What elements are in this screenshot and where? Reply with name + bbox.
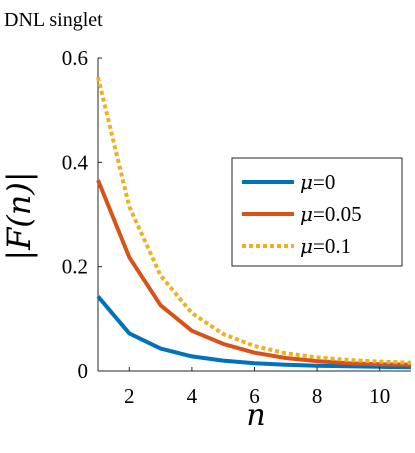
x-tick-label: 8 — [312, 384, 323, 408]
legend: μ=0 μ=0.05 μ=0.1 — [231, 157, 403, 267]
y-tick-label: 0.4 — [62, 150, 89, 174]
legend-label: μ=0.05 — [300, 202, 362, 226]
legend-label: μ=0.1 — [300, 234, 351, 258]
legend-label: μ=0 — [300, 170, 335, 194]
x-tick-label: 10 — [369, 384, 390, 408]
series-line-2 — [96, 179, 412, 367]
y-tick-label: 0 — [78, 359, 89, 383]
series-line-1 — [96, 295, 412, 370]
plot-area — [96, 58, 412, 372]
x-tick-label: 6 — [249, 384, 260, 408]
x-tick-label: 2 — [124, 384, 135, 408]
tick-labels: 2 4 6 8 10 0 0.2 0.4 0.6 — [62, 46, 390, 408]
series-line-3 — [96, 76, 412, 365]
chart-title: DNL singlet — [4, 9, 103, 31]
y-tick-label: 0.2 — [62, 255, 88, 279]
y-tick-label: 0.6 — [62, 46, 88, 70]
y-axis-label: |F(n)| — [0, 171, 38, 260]
x-tick-label: 4 — [187, 384, 198, 408]
x-axis-label: n — [246, 398, 265, 433]
